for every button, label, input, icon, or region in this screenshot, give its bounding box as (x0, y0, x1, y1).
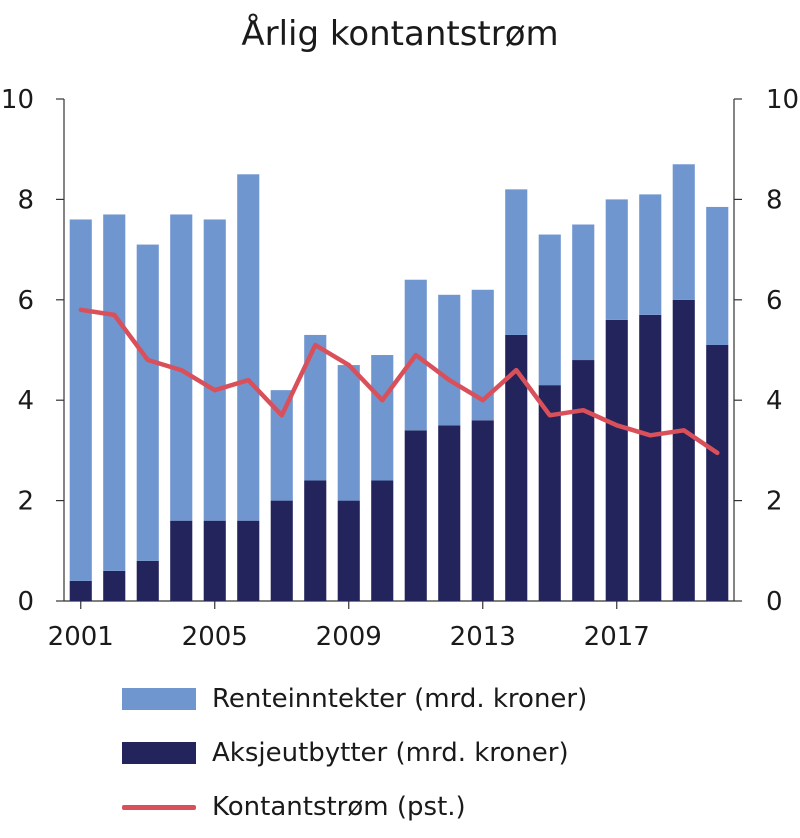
bar-renteinntekter (304, 334, 327, 481)
y-tick-label-left: 2 (17, 487, 34, 517)
bar-renteinntekter (706, 206, 729, 345)
y-tick-label-right: 2 (766, 487, 783, 517)
y-tick-label-left: 6 (17, 286, 34, 316)
y-tick-label-left: 0 (17, 587, 34, 617)
legend: Renteinntekter (mrd. kroner) Aksjeutbytt… (122, 672, 587, 834)
bar-aksjeutbytter (304, 480, 327, 601)
line-kontantstrom (78, 307, 720, 456)
bar-aksjeutbytter (270, 500, 293, 601)
bar-renteinntekter (170, 214, 193, 521)
bar-aksjeutbytter (538, 385, 561, 601)
legend-swatch-aksjeutbytter (122, 742, 196, 764)
bar-aksjeutbytter (706, 344, 729, 601)
y-tick-label-right: 10 (766, 85, 799, 115)
legend-item-renteinntekter: Renteinntekter (mrd. kroner) (122, 672, 587, 726)
bar-aksjeutbytter (471, 420, 494, 601)
legend-swatch-renteinntekter (122, 688, 196, 710)
bar-renteinntekter (69, 219, 92, 581)
bar-renteinntekter (672, 164, 695, 300)
x-tick-label: 2013 (450, 622, 516, 652)
bar-renteinntekter (103, 214, 126, 571)
bar-renteinntekter (471, 289, 494, 421)
bar-renteinntekter (572, 224, 595, 361)
bar-aksjeutbytter (605, 319, 628, 601)
bar-renteinntekter (605, 199, 628, 320)
chart-title: Årlig kontantstrøm (241, 14, 559, 54)
bar-aksjeutbytter (203, 520, 226, 601)
legend-line-kontantstrom (122, 804, 196, 810)
bar-aksjeutbytter (103, 570, 126, 601)
y-tick-label-left: 8 (17, 185, 34, 215)
bar-aksjeutbytter (505, 334, 528, 601)
bar-aksjeutbytter (404, 430, 427, 601)
x-tick-label: 2005 (182, 622, 248, 652)
bar-aksjeutbytter (438, 425, 461, 601)
x-tick-label: 2017 (584, 622, 650, 652)
bar-renteinntekter (136, 244, 159, 561)
bar-renteinntekter (270, 390, 293, 501)
y-tick-label-left: 4 (17, 386, 34, 416)
legend-item-aksjeutbytter: Aksjeutbytter (mrd. kroner) (122, 726, 587, 780)
bar-aksjeutbytter (337, 500, 360, 601)
legend-label-kontantstrom: Kontantstrøm (pst.) (212, 792, 466, 822)
bar-aksjeutbytter (170, 520, 193, 601)
bar-renteinntekter (438, 294, 461, 426)
y-tick-label-right: 0 (766, 587, 783, 617)
bar-renteinntekter (371, 355, 394, 481)
bar-aksjeutbytter (672, 299, 695, 601)
bar-renteinntekter (337, 365, 360, 501)
bar-aksjeutbytter (69, 580, 92, 601)
legend-label-aksjeutbytter: Aksjeutbytter (mrd. kroner) (212, 738, 569, 768)
bar-renteinntekter (203, 219, 226, 521)
bar-aksjeutbytter (237, 520, 260, 601)
bar-aksjeutbytter (639, 314, 662, 601)
x-tick-label: 2009 (316, 622, 382, 652)
y-tick-label-right: 4 (766, 386, 783, 416)
x-tick-label: 2001 (48, 622, 114, 652)
bar-renteinntekter (505, 189, 528, 335)
bar-renteinntekter (639, 194, 662, 315)
bar-aksjeutbytter (136, 560, 159, 601)
bar-renteinntekter (237, 174, 260, 521)
legend-label-renteinntekter: Renteinntekter (mrd. kroner) (212, 684, 588, 714)
bar-aksjeutbytter (572, 360, 595, 601)
y-tick-label-left: 10 (1, 85, 34, 115)
bar-renteinntekter (538, 234, 561, 386)
legend-item-kontantstrom: Kontantstrøm (pst.) (122, 780, 587, 834)
y-tick-label-right: 6 (766, 286, 783, 316)
bar-aksjeutbytter (371, 480, 394, 601)
y-tick-label-right: 8 (766, 185, 783, 215)
